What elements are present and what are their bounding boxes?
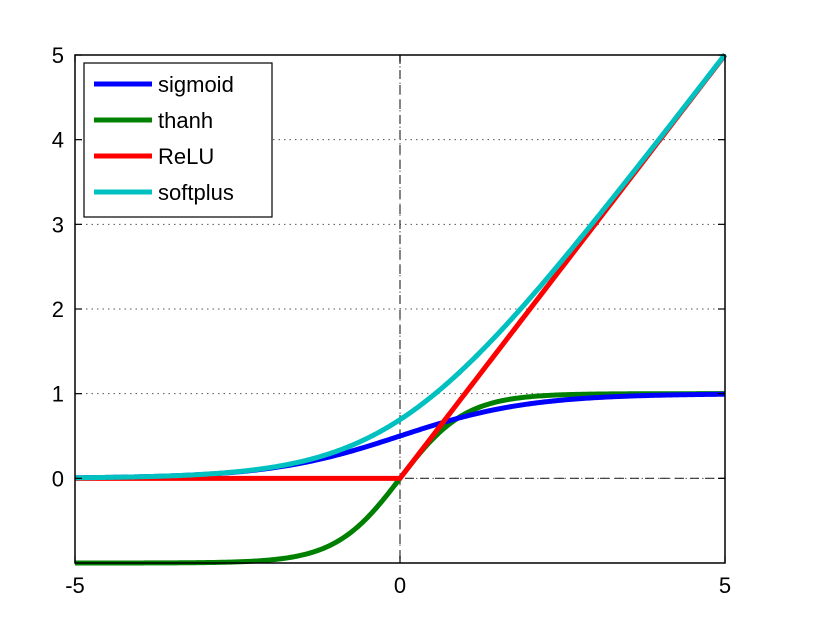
- x-tick-label: -5: [65, 573, 85, 598]
- y-tick-label: 3: [52, 212, 64, 237]
- y-tick-label: 2: [52, 297, 64, 322]
- legend-label-softplus: softplus: [158, 180, 234, 205]
- y-tick-label: 1: [52, 382, 64, 407]
- y-tick-label: 4: [52, 128, 64, 153]
- legend-label-thanh: thanh: [158, 108, 213, 133]
- legend-label-relu: ReLU: [158, 144, 214, 169]
- axis-ticks: -5 0 5 0 1 2 3 4 5: [52, 43, 731, 598]
- y-tick-label: 0: [52, 466, 64, 491]
- legend-label-sigmoid: sigmoid: [158, 72, 234, 97]
- x-tick-label: 5: [719, 573, 731, 598]
- legend: sigmoid thanh ReLU softplus: [83, 62, 273, 218]
- series-line-softplus: [74, 52, 727, 481]
- y-tick-label: 5: [52, 43, 64, 68]
- x-tick-label: 0: [394, 573, 406, 598]
